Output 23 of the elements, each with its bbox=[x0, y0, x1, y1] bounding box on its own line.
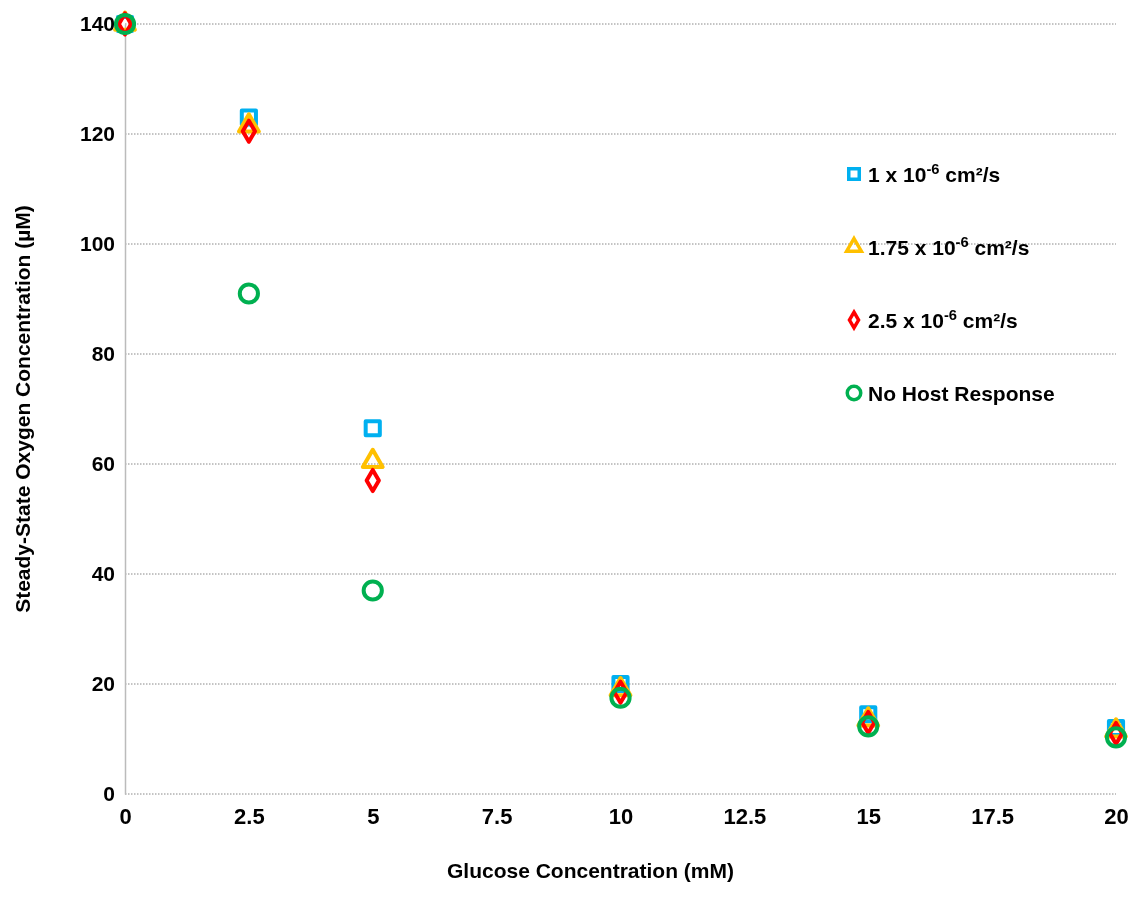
x-tick-label: 5 bbox=[367, 803, 380, 829]
x-tick-label: 10 bbox=[608, 803, 634, 829]
y-tick-label: 100 bbox=[79, 232, 115, 256]
legend-label: 1.75 x 10$^{-6}$ cm²/s bbox=[868, 234, 1030, 259]
x-tick-label: 17.5 bbox=[971, 803, 1015, 829]
y-axis-title: Steady-State Oxygen Concentration (µM) bbox=[11, 205, 34, 613]
y-tick-label: 140 bbox=[79, 12, 115, 36]
y-tick-label: 20 bbox=[91, 672, 115, 696]
x-tick-label: 0 bbox=[119, 803, 132, 829]
legend-label: No Host Response bbox=[868, 382, 1055, 405]
y-tick-label: 120 bbox=[79, 122, 115, 146]
legend-label: 1 x 10$^{-6}$ cm²/s bbox=[868, 161, 1001, 186]
y-tick-label: 40 bbox=[91, 562, 115, 586]
x-tick-label: 15 bbox=[856, 803, 881, 829]
x-tick-label: 12.5 bbox=[723, 803, 767, 829]
x-tick-label: 20 bbox=[1104, 803, 1129, 829]
y-tick-label: 80 bbox=[91, 342, 115, 366]
y-tick-label: 0 bbox=[103, 782, 115, 806]
x-tick-label: 2.5 bbox=[234, 803, 265, 829]
x-tick-label: 7.5 bbox=[481, 803, 513, 829]
x-axis-title: Glucose Concentration (mM) bbox=[446, 859, 735, 882]
y-tick-label: 60 bbox=[91, 452, 115, 476]
legend-label: 2.5 x 10$^{-6}$ cm²/s bbox=[868, 307, 1018, 332]
